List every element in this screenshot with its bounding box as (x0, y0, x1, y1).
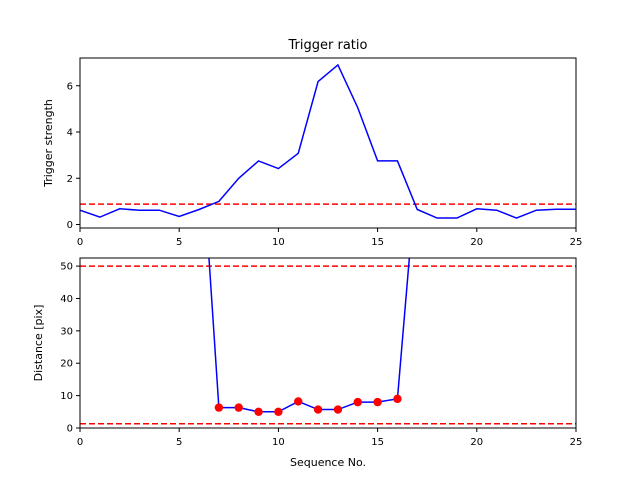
x-tick-label: 0 (77, 437, 83, 448)
x-tick-label: 5 (176, 437, 182, 448)
x-tick-label: 25 (570, 437, 583, 448)
data-point (393, 394, 402, 404)
chart-title: Trigger ratio (288, 38, 368, 53)
data-point (234, 403, 243, 412)
data-point (294, 397, 303, 406)
x-axis-label: Sequence No. (290, 456, 366, 469)
axes-frame (79, 257, 577, 429)
y-tick-label: 2 (67, 174, 73, 185)
y-tick-label: 6 (67, 81, 73, 92)
x-tick-label: 5 (176, 237, 182, 248)
y-tick-label: 50 (60, 262, 73, 273)
y-tick-label: 40 (60, 294, 73, 305)
axes-background (80, 258, 576, 428)
y-axis-label: Trigger strength (42, 99, 55, 188)
y-axis-label: Distance [pix] (32, 305, 45, 382)
axes-frame (79, 57, 577, 229)
series-line (80, 63, 576, 219)
data-point (333, 405, 343, 414)
trigger-ratio-chart: Trigger ratio Sequence No. Trigger stren… (42, 38, 582, 269)
x-tick-label: 15 (371, 437, 384, 448)
x-tick-label: 0 (77, 237, 83, 248)
y-tick-label: 4 (67, 128, 73, 139)
data-point (254, 407, 263, 417)
data-point (353, 397, 362, 407)
plot-area (80, 63, 576, 219)
x-tick-label: 20 (470, 437, 483, 448)
y-tick-label: 10 (60, 391, 73, 402)
x-tick-label: 20 (470, 237, 483, 248)
x-tick-label: 15 (371, 237, 384, 248)
y-tick-label: 0 (67, 424, 73, 435)
x-tick-label: 10 (272, 237, 285, 248)
data-point (313, 405, 323, 414)
data-point (274, 407, 283, 417)
y-tick-label: 20 (60, 359, 73, 370)
data-point (373, 397, 382, 407)
plot-area (80, 258, 576, 425)
distance-chart: Sequence No. Distance [pix] 0 5 10 15 20 25 0 1… (32, 257, 583, 469)
data-point (214, 403, 224, 412)
x-tick-label: 10 (272, 437, 285, 448)
y-tick-label: 30 (60, 326, 73, 337)
y-tick-label: 0 (67, 220, 73, 231)
x-tick-label: 25 (570, 237, 583, 248)
